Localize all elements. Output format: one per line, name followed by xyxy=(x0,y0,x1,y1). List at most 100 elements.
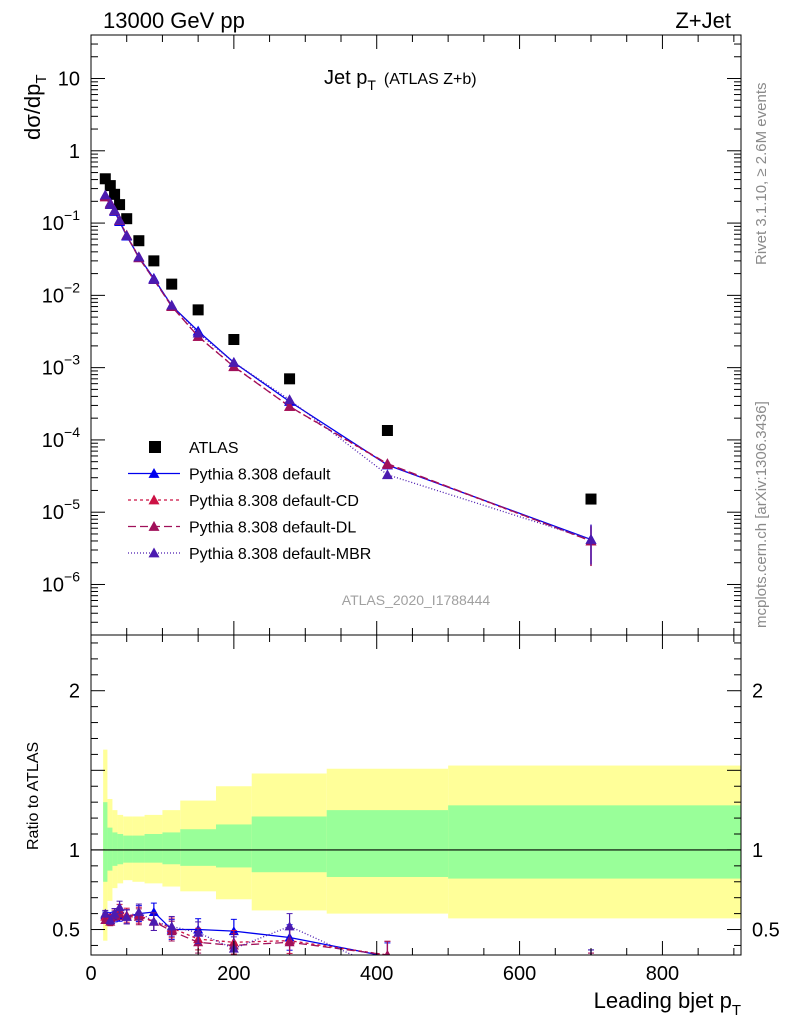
ratio-y-tick-label-left: 2 xyxy=(69,681,80,703)
y-tick-label: 10−2 xyxy=(42,279,80,307)
ratio-point xyxy=(384,950,391,955)
legend-item: Pythia 8.308 default-CD xyxy=(128,493,359,510)
header-right-text: Z+Jet xyxy=(675,8,731,33)
ratio-y-tick-label-left: 0.5 xyxy=(52,920,80,942)
y-tick-exponent: −2 xyxy=(64,279,80,295)
legend-item: ATLAS xyxy=(149,440,239,457)
legend: ATLAS Pythia 8.308 default Pythia 8.308 de… xyxy=(128,440,371,563)
y-tick-label: 10−4 xyxy=(42,424,80,452)
green-band xyxy=(123,835,133,863)
legend-marker xyxy=(148,521,160,531)
data-point xyxy=(104,180,116,192)
data-point xyxy=(192,327,204,338)
uncertainty-bands xyxy=(91,749,741,941)
series-line xyxy=(104,195,592,541)
green-band xyxy=(326,810,449,877)
x-tick-label: 200 xyxy=(217,963,250,985)
data-point xyxy=(284,373,296,385)
ratio-point xyxy=(586,963,596,972)
green-band xyxy=(107,827,113,871)
legend-label: Pythia 8.308 default-MBR xyxy=(189,546,371,563)
data-point xyxy=(133,251,145,262)
lower-panel-frame xyxy=(90,634,742,956)
legend-item: Pythia 8.308 default-DL xyxy=(128,520,356,537)
data-point xyxy=(148,255,160,267)
ratio-y-tick-label-left: 1 xyxy=(69,840,80,862)
upper-panel-title: Jet pT (ATLAS Z+b) xyxy=(324,67,477,93)
header-left-text: 13000 GeV pp xyxy=(103,8,245,33)
y-tick-exponent: −5 xyxy=(64,496,80,512)
ratio-line xyxy=(105,912,398,955)
upper-y-axis-label: dσ/dpT xyxy=(20,74,50,140)
y-tick-label: 10−5 xyxy=(42,496,80,524)
y-tick-exponent: −6 xyxy=(64,568,80,584)
data-point xyxy=(109,204,121,215)
ratio-point xyxy=(586,960,596,969)
ratio-point xyxy=(166,921,177,931)
y-tick-base: 10 xyxy=(42,358,64,380)
ratio-point xyxy=(109,908,120,918)
lower-x-axis: 0 200 400 600 800 xyxy=(85,635,735,985)
y-tick-base: 10 xyxy=(42,430,64,452)
y-tick-base: 10 xyxy=(58,69,80,91)
ratio-line xyxy=(105,911,383,955)
y-tick-label: 10−3 xyxy=(42,352,80,380)
lower-panel: 0.5 0.51 12 2 0 200 400 600 800 Ratio to ATLAS … xyxy=(25,634,780,1019)
data-point xyxy=(114,199,126,211)
ratio-y-tick-label-right: 0.5 xyxy=(752,920,780,942)
x-axis-label: Leading bjet pT xyxy=(594,988,741,1019)
y-label-main: dσ/dp xyxy=(20,84,45,140)
lower-series-group xyxy=(100,900,596,972)
ratio-point xyxy=(284,921,295,931)
ratio-point xyxy=(586,960,596,969)
green-band xyxy=(180,829,216,866)
ratio-y-tick-label-right: 1 xyxy=(752,840,763,862)
title-sub: T xyxy=(367,77,376,93)
ratio-point xyxy=(586,963,596,972)
ratio-point xyxy=(284,937,295,947)
green-band xyxy=(448,805,741,879)
title-note: (ATLAS Z+b) xyxy=(384,71,477,88)
y-tick-exponent: −1 xyxy=(64,207,80,223)
green-band xyxy=(144,834,163,863)
data-point xyxy=(148,273,160,284)
y-tick-label: 10−6 xyxy=(42,568,80,596)
y-tick-label: 1 xyxy=(69,141,80,163)
data-point xyxy=(109,188,121,200)
legend-item: Pythia 8.308 default-MBR xyxy=(128,546,371,563)
green-band xyxy=(216,824,252,868)
lower-y-axis-label: Ratio to ATLAS xyxy=(25,742,42,850)
ratio-point xyxy=(148,907,159,917)
x-tick-label: 400 xyxy=(360,963,393,985)
lower-y-axis: 0.5 0.5 1 1 2 2 xyxy=(52,642,780,946)
green-band xyxy=(117,834,124,865)
legend-label: Pythia 8.308 default-CD xyxy=(189,493,359,510)
x-tick-label: 800 xyxy=(646,963,679,985)
data-point xyxy=(104,199,116,210)
side-rivet-text: Rivet 3.1.10, ≥ 2.6M events xyxy=(753,83,770,266)
series-0 xyxy=(99,173,597,505)
legend-marker xyxy=(149,441,161,453)
ratio-point xyxy=(121,911,132,921)
watermark-text: ATLAS_2020_I1788444 xyxy=(342,592,491,608)
title-main: Jet p xyxy=(324,67,367,89)
data-point xyxy=(381,458,393,469)
y-tick-base: 10 xyxy=(42,213,64,235)
series-line xyxy=(104,195,592,542)
side-mcplots-text: mcplots.cern.ch [arXiv:1306.3436] xyxy=(753,401,770,628)
legend-label: Pythia 8.308 default xyxy=(189,467,331,484)
upper-panel-frame xyxy=(90,34,742,636)
y-tick-base: 10 xyxy=(42,502,64,524)
data-point xyxy=(121,213,133,225)
green-band xyxy=(103,802,108,882)
green-band xyxy=(112,832,118,866)
x-tick-label: 600 xyxy=(503,963,536,985)
y-tick-exponent: −3 xyxy=(64,352,80,368)
data-point xyxy=(133,235,145,247)
series-line xyxy=(104,194,592,541)
legend-marker xyxy=(148,468,160,478)
data-point xyxy=(114,214,126,225)
ratio-point xyxy=(148,916,159,926)
y-tick-base: 1 xyxy=(69,141,80,163)
